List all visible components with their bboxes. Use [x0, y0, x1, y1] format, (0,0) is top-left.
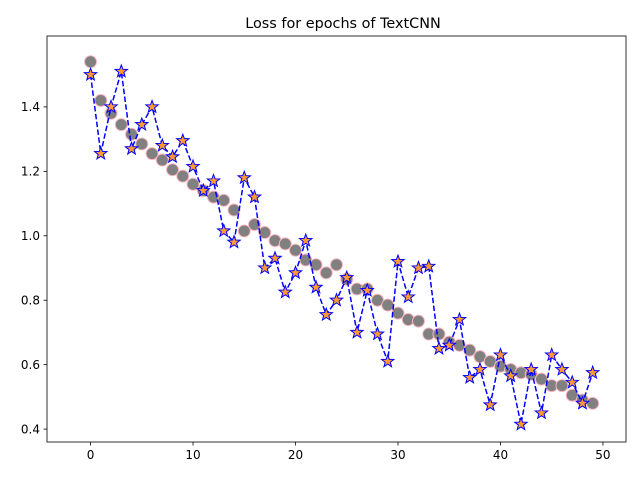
loss-point-star: [564, 374, 580, 389]
loss-point-circle: [84, 55, 98, 69]
loss-point-circle: [319, 266, 333, 280]
loss-point-circle: [237, 224, 251, 238]
loss-point-star: [328, 292, 345, 307]
loss-point-star: [267, 250, 283, 265]
loss-point-star: [400, 289, 416, 304]
loss-point-star: [533, 405, 550, 420]
loss-point-circle: [145, 147, 159, 161]
loss-point-circle: [186, 177, 200, 191]
axes-border: [46, 35, 627, 443]
loss-point-circle: [586, 396, 600, 410]
plot-area: [82, 55, 601, 431]
loss-point-star: [164, 148, 181, 164]
loss-point-circle: [278, 237, 292, 251]
loss-point-star: [216, 222, 232, 238]
loss-point-circle: [289, 243, 303, 257]
loss-point-star: [205, 173, 222, 188]
loss-point-star: [513, 416, 529, 431]
y-tick-label: 1.2: [21, 165, 40, 179]
loss-point-circle: [155, 153, 169, 167]
loss-point-star: [544, 347, 560, 362]
loss-point-circle: [227, 203, 241, 217]
loss-point-star: [349, 324, 365, 339]
loss-point-star: [462, 369, 478, 384]
loss-point-star: [421, 258, 437, 273]
loss-point-star: [574, 395, 591, 410]
x-tick-label: 20: [288, 448, 303, 462]
loss-point-star: [257, 260, 273, 275]
loss-point-circle: [381, 298, 395, 312]
loss-point-star: [236, 169, 252, 185]
loss-point-star: [103, 98, 119, 114]
loss-point-star: [359, 282, 375, 297]
loss-point-star: [503, 367, 519, 383]
loss-point-star: [134, 116, 150, 132]
loss-point-star: [123, 140, 140, 156]
loss-point-star: [113, 63, 129, 78]
loss-point-star: [318, 306, 334, 322]
loss-point-star: [441, 337, 457, 352]
x-tick-label: 10: [185, 448, 200, 462]
loss-point-star: [451, 311, 468, 326]
loss-point-circle: [258, 226, 272, 240]
y-tick-label: 1.4: [21, 100, 40, 114]
loss-point-circle: [463, 343, 477, 357]
loss-point-star: [410, 260, 427, 275]
loss-point-circle: [166, 163, 180, 177]
loss-point-star: [472, 361, 488, 376]
loss-point-circle: [555, 379, 569, 393]
loss-point-star: [93, 145, 109, 161]
loss-point-star: [585, 364, 601, 380]
x-tick-label: 0: [87, 448, 95, 462]
loss-point-star: [308, 279, 324, 294]
loss-point-circle: [330, 258, 343, 272]
axis-ticks: 0 10 20 30 40 50 0.4 0.6 0.8 1.0 1.2 1.4: [21, 100, 611, 462]
loss-point-star: [144, 98, 160, 114]
loss-point-star: [175, 132, 191, 148]
x-tick-label: 30: [390, 448, 405, 462]
loss-point-star: [380, 353, 396, 368]
loss-point-star: [482, 396, 498, 412]
loss-point-star: [523, 361, 539, 376]
loss-point-circle: [534, 372, 548, 386]
loss-point-circle: [217, 193, 231, 207]
loss-point-circle: [411, 314, 425, 328]
x-tick-label: 50: [595, 448, 610, 462]
y-tick-label: 0.6: [21, 358, 40, 372]
loss-point-star: [185, 158, 201, 173]
loss-point-circle: [309, 258, 323, 272]
loss-point-star: [492, 347, 509, 362]
loss-point-star: [554, 361, 570, 376]
loss-point-star: [226, 234, 242, 249]
loss-point-star: [287, 264, 304, 280]
loss-point-circle: [114, 118, 128, 132]
loss-point-star: [195, 182, 211, 198]
loss-point-star: [154, 137, 170, 152]
loss-point-star: [339, 269, 355, 285]
loss-point-star: [298, 232, 314, 248]
loss-point-star: [277, 284, 293, 299]
y-tick-label: 0.4: [21, 422, 40, 436]
chart-title: Loss for epochs of TextCNN: [245, 16, 441, 32]
loss-point-star: [82, 66, 99, 82]
loss-point-star: [431, 340, 447, 355]
loss-point-circle: [135, 137, 149, 151]
loss-point-star: [390, 253, 406, 268]
loss-point-star: [369, 326, 386, 341]
loss-point-circle: [432, 327, 446, 341]
loss-point-circle: [94, 93, 108, 107]
x-tick-label: 40: [493, 448, 508, 462]
y-tick-label: 0.8: [21, 293, 40, 307]
axes-frame: [46, 35, 627, 443]
loss-point-star: [246, 189, 263, 204]
y-tick-label: 1.0: [21, 229, 40, 243]
loss-point-circle: [176, 169, 190, 183]
loss-dashed-line: [89, 71, 594, 425]
